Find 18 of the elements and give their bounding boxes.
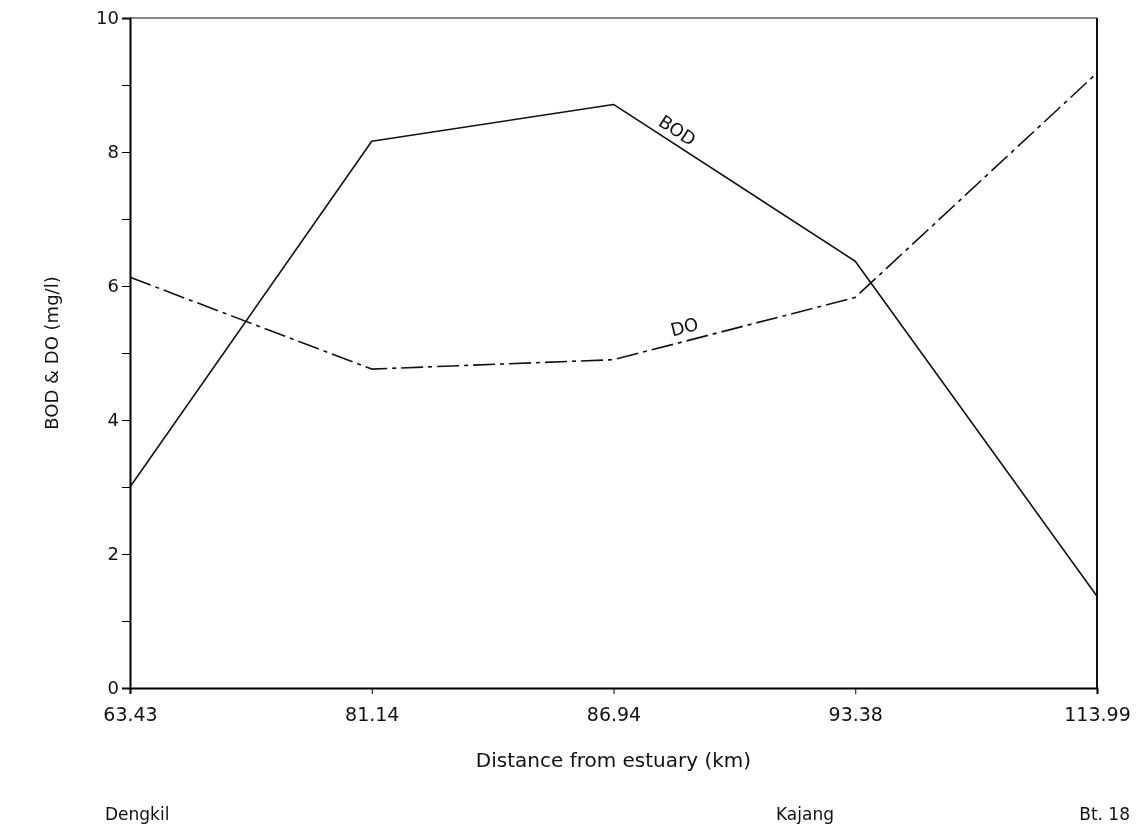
text: BOD [654, 110, 700, 150]
y-tick-label: 4 [107, 409, 119, 431]
text: Dengkil [105, 804, 170, 824]
text: DO [668, 313, 701, 341]
x-tick-label: 86.94 [586, 703, 642, 726]
text: Kajang [776, 804, 834, 824]
y-tick-label: 10 [96, 7, 119, 29]
y-tick-label: 0 [107, 677, 119, 699]
x-tick-label: 93.38 [828, 703, 883, 726]
x-tick-label: 81.14 [345, 703, 400, 726]
y-tick-label: 6 [107, 275, 119, 297]
x-tick-label: 63.43 [103, 703, 158, 726]
x-axis-title: Distance from estuary (km) [475, 748, 752, 772]
y-tick-label: 8 [107, 141, 119, 163]
x-tick-label: 113.99 [1064, 703, 1131, 726]
y-tick-label: 2 [107, 543, 119, 565]
y-axis-title: BOD & DO (mg/l) [41, 276, 62, 430]
text: Bt. 18 [1079, 804, 1130, 824]
